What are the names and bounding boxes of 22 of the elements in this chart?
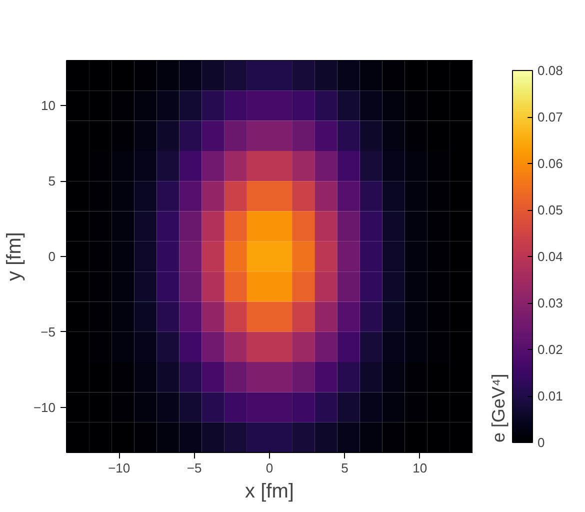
- color-bar-label: 0.06: [538, 156, 563, 171]
- x-tick-label: 10: [412, 460, 428, 476]
- color-bar-label: 0.01: [538, 388, 563, 404]
- y-tick-label: 10: [41, 98, 56, 114]
- y-tick-label: −10: [33, 400, 56, 415]
- color-bar-label: 0.02: [538, 342, 563, 357]
- color-bar-label: 0.05: [538, 202, 563, 218]
- y-axis-title: y [fm]: [3, 232, 26, 281]
- x-tick-label: −10: [108, 460, 130, 476]
- x-tick-label: −5: [186, 460, 202, 476]
- x-axis-title: x [fm]: [245, 480, 294, 502]
- y-tick-label: 5: [48, 174, 56, 189]
- color-bar-label: 0.04: [538, 249, 563, 264]
- color-bar-label: 0.08: [538, 63, 563, 78]
- color-bar-label: 0.07: [538, 110, 563, 124]
- x-tick-label: 0: [266, 460, 274, 476]
- y-tick-label: 0: [48, 249, 56, 264]
- color-bar-label: 0.03: [538, 296, 563, 310]
- y-tick-label: −5: [40, 324, 56, 340]
- color-bar-title: e [GeV⁴]: [488, 374, 508, 442]
- x-tick-label: 5: [341, 460, 348, 476]
- color-bar-label: 0: [538, 435, 545, 450]
